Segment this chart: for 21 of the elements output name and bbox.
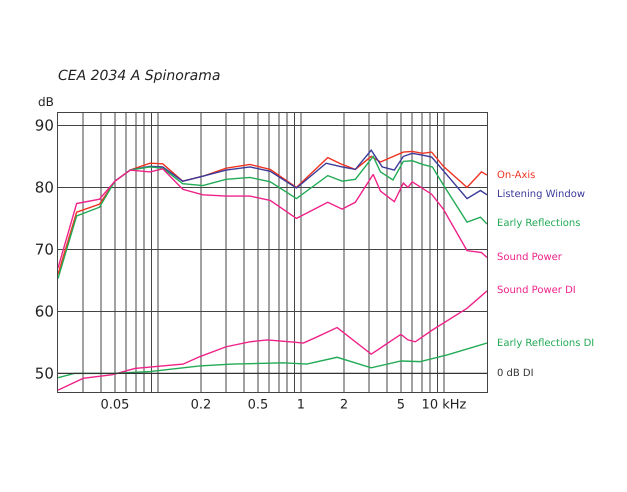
series-label: Early Reflections DI [497, 338, 594, 349]
x-tick-label: 10 kHz [422, 398, 467, 413]
x-tick-label: 0.5 [248, 398, 268, 413]
series-label: Listening Window [497, 189, 586, 200]
series-label: Sound Power [497, 252, 563, 263]
y-axis-title: dB [38, 95, 54, 109]
x-tick-label: 2 [340, 398, 348, 413]
series-label: Sound Power DI [497, 285, 576, 296]
x-tick-label: 0.2 [190, 398, 212, 413]
y-tick-label: 50 [34, 364, 54, 383]
series-label: Early Reflections [497, 218, 580, 229]
x-tick-label: 5 [396, 398, 406, 413]
y-tick-label: 70 [34, 240, 54, 259]
x-tick-label: 0.05 [100, 398, 130, 413]
ref-line-label: 0 dB DI [497, 368, 534, 379]
chart-title: CEA 2034 A Spinorama [58, 68, 220, 84]
y-tick-label: 90 [34, 116, 54, 135]
y-tick-label: 80 [34, 178, 54, 197]
y-tick-label: 60 [34, 302, 54, 321]
series-label: On-Axis [497, 170, 536, 181]
x-tick-label: 1 [296, 398, 306, 413]
